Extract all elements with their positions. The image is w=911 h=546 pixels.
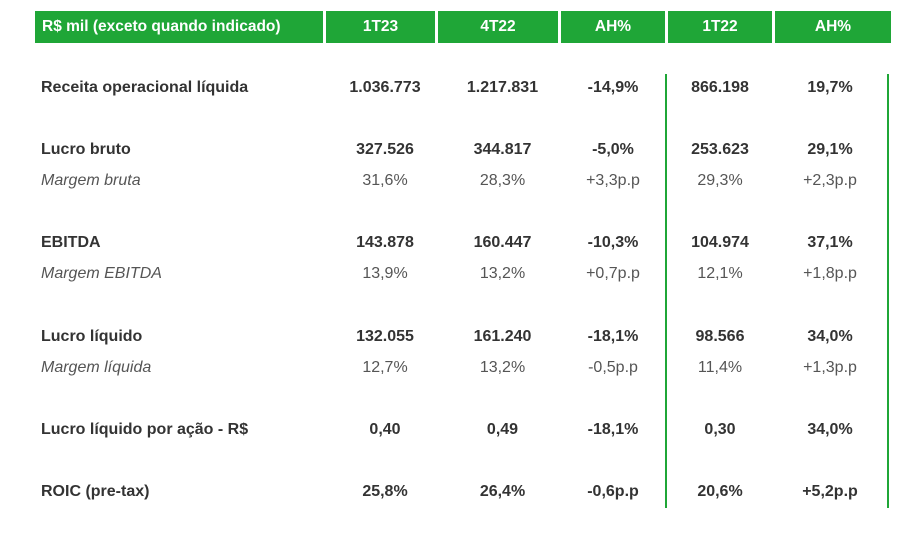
header-ah-2: AH% <box>775 11 891 43</box>
cell-4t22: 344.817 <box>473 141 532 158</box>
cell-ah-1: -18,1% <box>587 421 639 438</box>
row-label: Lucro líquido <box>41 328 143 345</box>
cell-1t23: 31,6% <box>362 172 408 189</box>
cell-1t23: 13,9% <box>362 265 408 282</box>
row-label: Margem líquida <box>41 359 152 376</box>
cell-1t22: 253.623 <box>691 141 749 158</box>
cell-ah-1: -0,6p.p <box>587 483 639 500</box>
cell-ah-2: +2,3p.p <box>803 172 857 189</box>
header-4t22: 4T22 <box>438 11 558 43</box>
cell-1t22: 0,30 <box>704 421 736 438</box>
row-label: ROIC (pre-tax) <box>41 483 150 500</box>
column-divider-left <box>665 74 667 508</box>
table-row-margem-ebitda: Margem EBITDA 13,9% 13,2% +0,7p.p 12,1% … <box>0 263 911 285</box>
cell-4t22: 0,49 <box>486 421 519 438</box>
cell-ah-2: +1,3p.p <box>803 359 857 376</box>
row-label: EBITDA <box>41 234 101 251</box>
cell-1t23: 25,8% <box>362 483 408 500</box>
cell-4t22: 28,3% <box>479 172 526 189</box>
header-1t23: 1T23 <box>326 11 435 43</box>
header-1t22: 1T22 <box>668 11 772 43</box>
cell-1t23: 12,7% <box>362 359 408 376</box>
table-row-roic: ROIC (pre-tax) 25,8% 26,4% -0,6p.p 20,6%… <box>0 481 911 503</box>
cell-1t22: 20,6% <box>697 483 743 500</box>
header-label: R$ mil (exceto quando indicado) <box>35 11 323 43</box>
row-label: Lucro líquido por ação - R$ <box>41 421 249 438</box>
cell-1t23: 143.878 <box>356 234 414 251</box>
cell-4t22: 13,2% <box>479 265 526 282</box>
header-ah-1: AH% <box>561 11 665 43</box>
cell-4t22: 1.217.831 <box>466 79 539 96</box>
row-label: Margem bruta <box>41 172 141 189</box>
table-row-margem-bruta: Margem bruta 31,6% 28,3% +3,3p.p 29,3% +… <box>0 170 911 192</box>
column-divider-right <box>887 74 889 508</box>
table-header: R$ mil (exceto quando indicado) 1T23 4T2… <box>35 11 891 43</box>
cell-ah-1: -14,9% <box>587 79 639 96</box>
cell-ah-1: -0,5p.p <box>588 359 638 376</box>
cell-ah-2: 34,0% <box>807 421 853 438</box>
cell-ah-2: 34,0% <box>807 328 853 345</box>
cell-4t22: 26,4% <box>479 483 526 500</box>
cell-4t22: 161.240 <box>473 328 532 345</box>
cell-1t22: 866.198 <box>691 79 749 96</box>
cell-1t22: 104.974 <box>691 234 749 251</box>
cell-1t22: 12,1% <box>697 265 743 282</box>
table-row-receita: Receita operacional líquida 1.036.773 1.… <box>0 77 911 99</box>
cell-1t22: 11,4% <box>697 359 743 376</box>
cell-1t23: 132.055 <box>356 328 414 345</box>
cell-1t23: 0,40 <box>369 421 401 438</box>
cell-1t23: 327.526 <box>356 141 414 158</box>
cell-4t22: 13,2% <box>479 359 526 376</box>
cell-ah-2: +5,2p.p <box>802 483 858 500</box>
cell-ah-1: +3,3p.p <box>586 172 640 189</box>
cell-ah-2: 29,1% <box>807 141 853 158</box>
cell-1t22: 29,3% <box>697 172 743 189</box>
cell-ah-2: 19,7% <box>807 79 853 96</box>
row-label: Margem EBITDA <box>41 265 162 282</box>
table-row-lucro-bruto: Lucro bruto 327.526 344.817 -5,0% 253.62… <box>0 139 911 161</box>
cell-1t23: 1.036.773 <box>349 79 421 96</box>
table-row-margem-liquida: Margem líquida 12,7% 13,2% -0,5p.p 11,4%… <box>0 357 911 379</box>
cell-ah-1: -5,0% <box>592 141 634 158</box>
table-row-lpa: Lucro líquido por ação - R$ 0,40 0,49 -1… <box>0 419 911 441</box>
cell-ah-2: 37,1% <box>807 234 853 251</box>
table-row-lucro-liquido: Lucro líquido 132.055 161.240 -18,1% 98.… <box>0 326 911 348</box>
cell-ah-1: +0,7p.p <box>586 265 640 282</box>
cell-ah-2: +1,8p.p <box>803 265 857 282</box>
table-row-ebitda: EBITDA 143.878 160.447 -10,3% 104.974 37… <box>0 232 911 254</box>
row-label: Receita operacional líquida <box>41 79 249 96</box>
cell-ah-1: -18,1% <box>587 328 639 345</box>
cell-1t22: 98.566 <box>695 328 745 345</box>
cell-ah-1: -10,3% <box>587 234 639 251</box>
cell-4t22: 160.447 <box>473 234 532 251</box>
row-label: Lucro bruto <box>41 141 131 158</box>
